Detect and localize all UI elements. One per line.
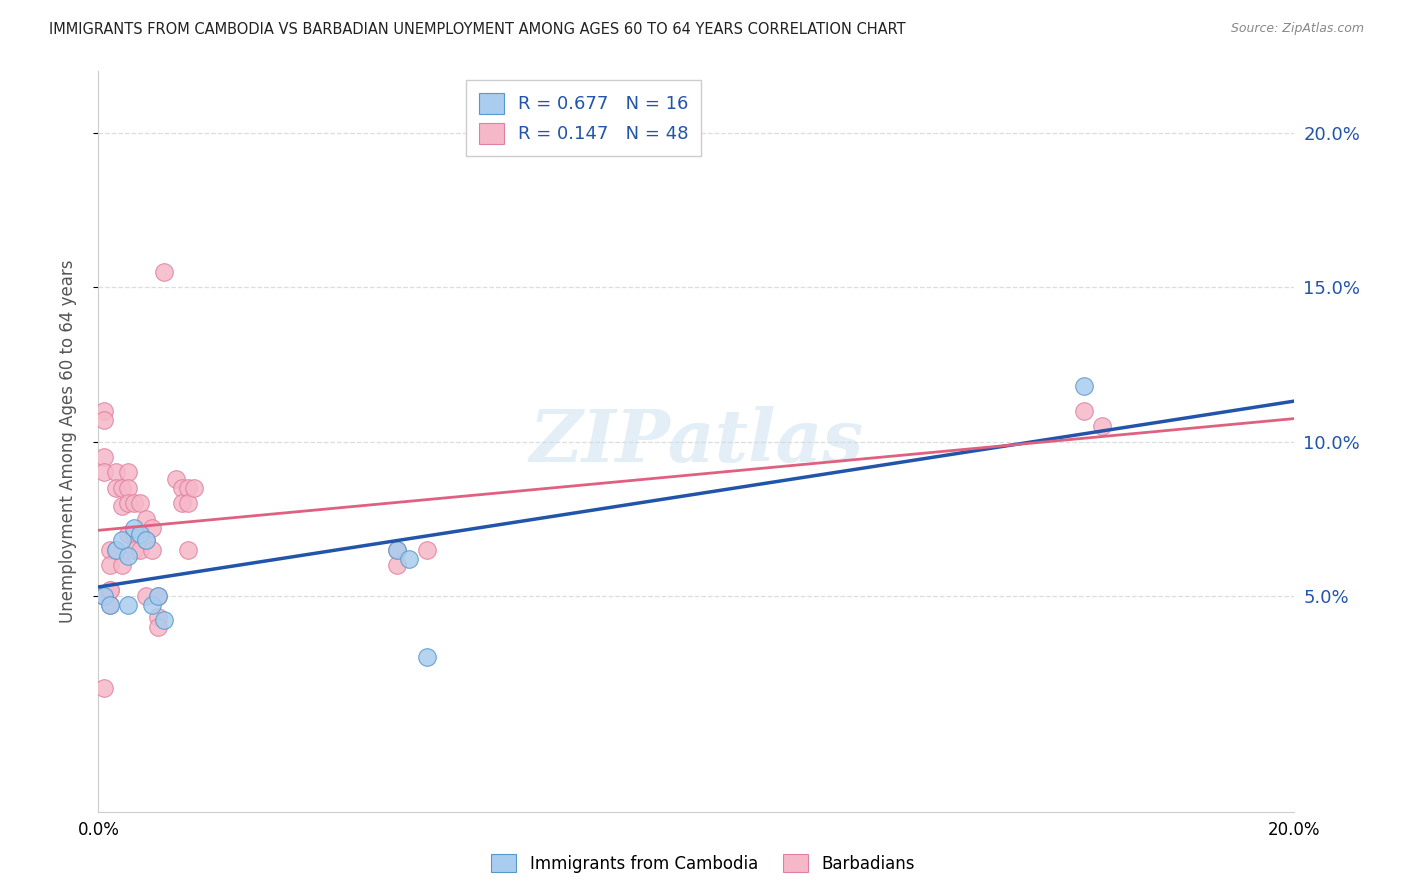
Point	[111, 481, 134, 495]
Point	[98, 582, 122, 597]
Point	[416, 650, 439, 665]
Point	[93, 413, 115, 427]
Point	[93, 589, 115, 603]
Point	[98, 542, 122, 557]
Point	[111, 533, 134, 548]
Point	[177, 481, 200, 495]
Point	[148, 589, 170, 603]
Text: Source: ZipAtlas.com: Source: ZipAtlas.com	[1230, 22, 1364, 36]
Point	[1073, 403, 1095, 417]
Point	[117, 527, 139, 541]
Legend: Immigrants from Cambodia, Barbadians: Immigrants from Cambodia, Barbadians	[485, 847, 921, 880]
Point	[141, 598, 163, 612]
Point	[98, 558, 122, 572]
Point	[177, 542, 200, 557]
Point	[416, 542, 439, 557]
Point	[111, 558, 134, 572]
Text: IMMIGRANTS FROM CAMBODIA VS BARBADIAN UNEMPLOYMENT AMONG AGES 60 TO 64 YEARS COR: IMMIGRANTS FROM CAMBODIA VS BARBADIAN UN…	[49, 22, 905, 37]
Point	[165, 472, 187, 486]
Point	[183, 481, 205, 495]
Point	[98, 582, 122, 597]
Point	[105, 481, 128, 495]
Point	[98, 598, 122, 612]
Point	[124, 542, 146, 557]
Point	[117, 466, 139, 480]
Point	[398, 551, 420, 566]
Point	[148, 589, 170, 603]
Y-axis label: Unemployment Among Ages 60 to 64 years: Unemployment Among Ages 60 to 64 years	[59, 260, 77, 624]
Point	[124, 521, 146, 535]
Point	[385, 542, 409, 557]
Point	[105, 466, 128, 480]
Point	[124, 527, 146, 541]
Point	[135, 511, 157, 525]
Point	[117, 496, 139, 510]
Point	[1091, 419, 1114, 434]
Point	[93, 403, 115, 417]
Point	[117, 549, 139, 563]
Point	[135, 533, 157, 548]
Point	[385, 542, 409, 557]
Point	[141, 521, 163, 535]
Point	[111, 500, 134, 514]
Point	[129, 527, 152, 541]
Point	[93, 589, 115, 603]
Point	[141, 542, 163, 557]
Point	[385, 558, 409, 572]
Point	[93, 466, 115, 480]
Point	[172, 481, 194, 495]
Point	[93, 681, 115, 696]
Point	[135, 589, 157, 603]
Point	[148, 619, 170, 633]
Legend: R = 0.677   N = 16, R = 0.147   N = 48: R = 0.677 N = 16, R = 0.147 N = 48	[465, 80, 702, 156]
Point	[117, 481, 139, 495]
Point	[135, 533, 157, 548]
Text: ZIPatlas: ZIPatlas	[529, 406, 863, 477]
Point	[105, 542, 128, 557]
Point	[129, 542, 152, 557]
Point	[105, 542, 128, 557]
Point	[153, 614, 176, 628]
Point	[129, 527, 152, 541]
Point	[1073, 379, 1095, 393]
Point	[172, 496, 194, 510]
Point	[98, 598, 122, 612]
Point	[124, 496, 146, 510]
Point	[93, 450, 115, 464]
Point	[117, 598, 139, 612]
Point	[177, 496, 200, 510]
Point	[153, 265, 176, 279]
Point	[148, 610, 170, 624]
Point	[129, 496, 152, 510]
